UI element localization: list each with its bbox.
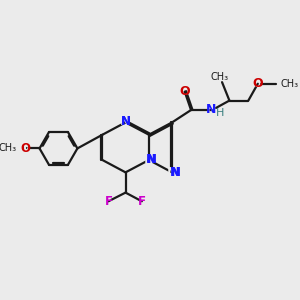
Text: N: N [170, 166, 180, 179]
Text: O: O [179, 85, 190, 98]
Text: N: N [171, 166, 181, 179]
Text: F: F [132, 196, 152, 206]
Text: F: F [104, 195, 112, 208]
Text: H: H [216, 108, 225, 118]
Text: O: O [249, 77, 267, 90]
Text: N: N [147, 154, 157, 166]
Text: CH₃: CH₃ [0, 143, 17, 153]
Text: N: N [206, 103, 217, 116]
Text: CH₃: CH₃ [210, 72, 229, 82]
Text: N: N [200, 103, 225, 116]
Text: O: O [253, 77, 263, 90]
Text: O: O [172, 85, 198, 98]
Text: N: N [121, 115, 130, 128]
Text: F: F [138, 195, 146, 208]
Text: O: O [20, 142, 30, 155]
Text: CH₃: CH₃ [281, 79, 299, 89]
Text: N: N [121, 115, 130, 128]
Text: N: N [163, 166, 181, 179]
Text: N: N [140, 154, 158, 166]
Text: N: N [146, 154, 156, 166]
Text: F: F [98, 196, 119, 206]
Text: O: O [17, 143, 33, 153]
Text: N: N [116, 115, 135, 128]
